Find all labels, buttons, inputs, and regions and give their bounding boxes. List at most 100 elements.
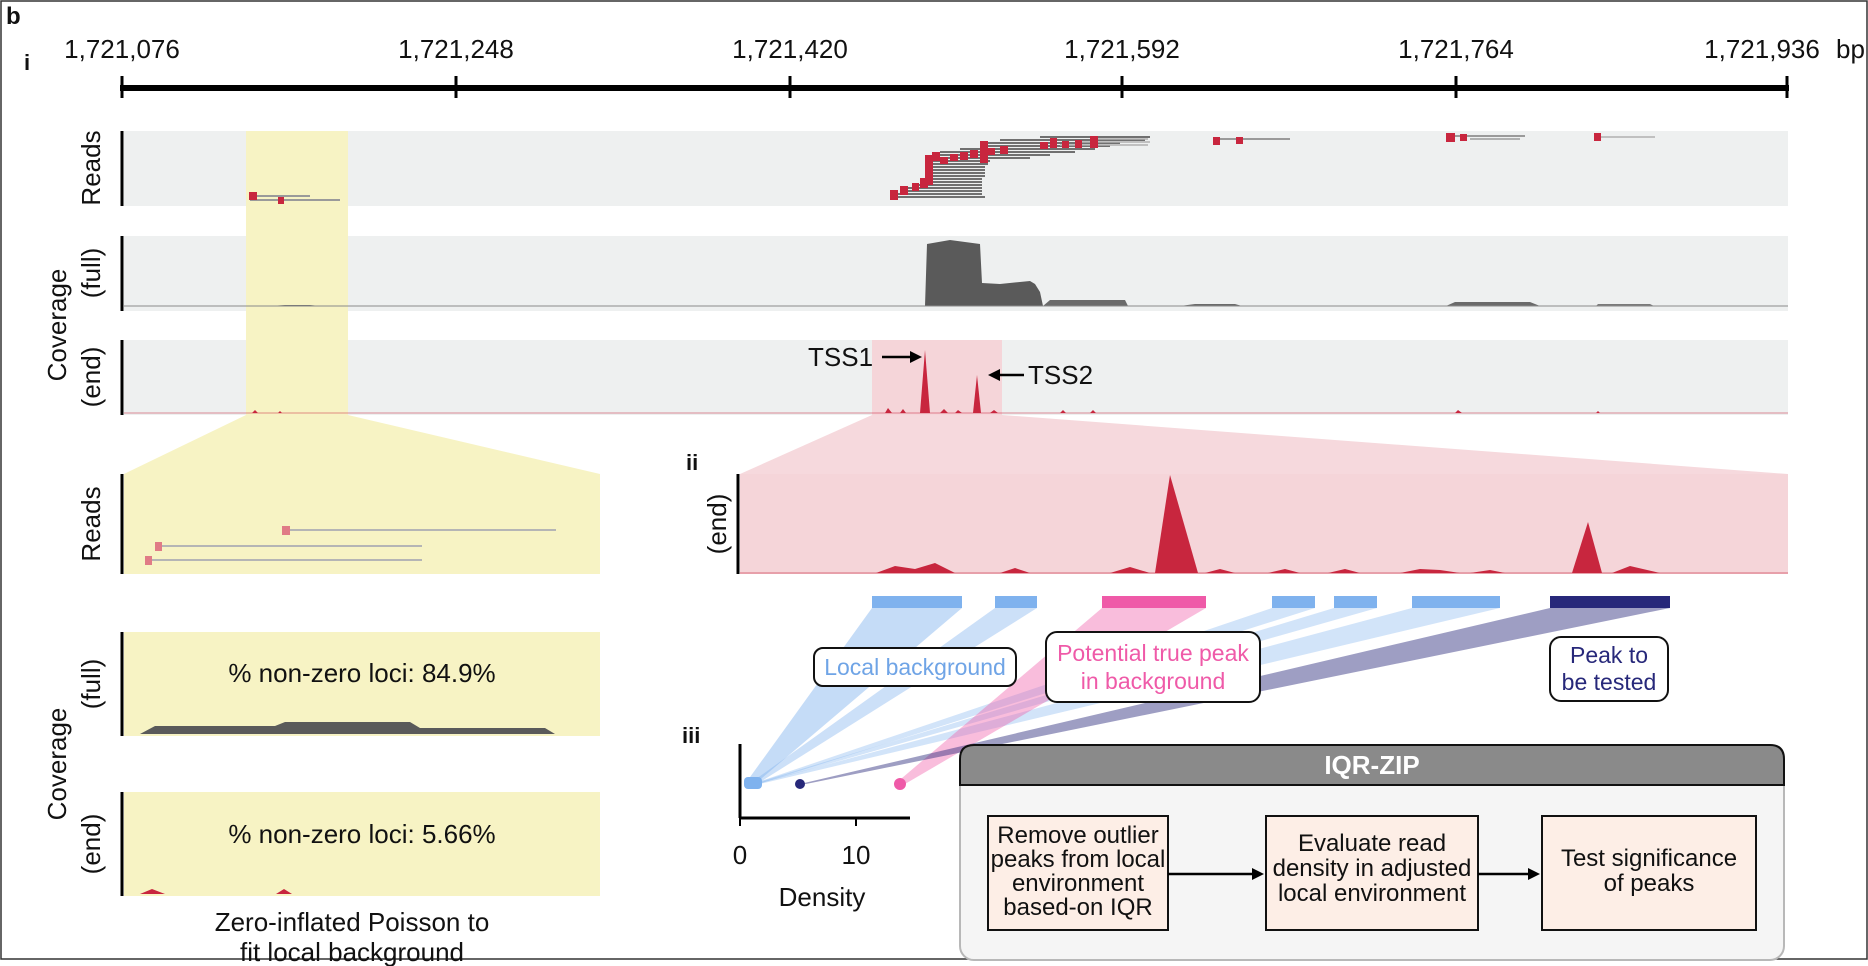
zip-caption-line1: Zero-inflated Poisson to [215,907,490,937]
sub-panel-i-label: i [24,50,30,75]
nonzero-end-text: % non-zero loci: 5.66% [228,819,495,849]
step2-line: local environment [1278,880,1466,907]
tss2-peak [973,375,981,413]
sub-panel-ii-label: ii [686,450,698,475]
iqr-zip-title: IQR-ZIP [1324,750,1419,780]
window-segments [872,596,1670,608]
zoom-tss-signal [876,475,1660,573]
read-start-mark [155,542,162,551]
read-start-mark [1213,137,1220,145]
potential-peak-text-line2: in background [1081,668,1226,694]
read-start-mark [1236,137,1243,144]
axis-unit-label: bp [1836,34,1865,64]
tss2-arrowhead [988,369,1000,381]
right-zoom-funnel [740,415,1788,474]
left-zoom-funnel [124,415,600,474]
panel-letter-b: b [6,3,21,30]
step-arrowhead [1528,868,1540,880]
axis-tick-label: 1,721,248 [398,34,514,64]
reads-track-label: Reads [76,130,106,205]
tested-peak-density-point [795,779,805,789]
step1-line: environment [1012,870,1144,897]
tss1-zoom-peak [1155,475,1198,573]
step-test-significance [1541,815,1757,931]
step-evaluate-density [1265,815,1479,931]
zoom-tss-end-label: (end) [702,494,732,555]
zoom-coverage-full-signal [140,722,555,734]
tss2-label: TSS2 [1028,360,1093,390]
end-track-label: (end) [76,347,106,408]
read-start-marks [890,136,1098,200]
local-background-window [872,596,962,608]
tss1-arrowhead [910,351,922,363]
zoom-end-label: (end) [76,814,106,875]
zoom-coverage-full-background [124,632,600,736]
zip-caption-line2: fit local background [240,937,464,966]
step1-line: peaks from local [991,846,1166,873]
step3-line: Test significance [1561,845,1737,872]
step2-line: Evaluate read [1298,830,1446,857]
zoom-reads-label: Reads [76,486,106,561]
local-background-callout: Local background [813,647,1017,687]
tss1-peak [920,350,930,413]
tested-peak-text-line1: Peak to [1570,642,1648,668]
tested-peak-text-line2: be tested [1562,669,1657,695]
axis-tick-label: 1,721,936 [1704,34,1820,64]
zoom-coverage-end-signal [140,889,292,894]
potential-peak-text-line1: Potential true peak [1057,640,1249,666]
axis-tick-label: 1,721,764 [1398,34,1514,64]
reads-pileup [249,133,1655,204]
nonzero-full-text: % non-zero loci: 84.9% [228,658,495,688]
local-background-window [1272,596,1315,608]
potential-peak-window [1102,596,1206,608]
zoom-coverage-end-background [124,792,600,896]
axis-tick-label: 1,721,592 [1064,34,1180,64]
read-start-mark [282,526,290,535]
local-background-text: Local background [824,654,1006,680]
tested-peak-callout: Peak to be tested [1549,636,1669,702]
read-start-mark [249,192,257,200]
zoom-coverage-label: Coverage [42,708,72,821]
potential-peak-density-point [894,778,906,790]
step3-line: of peaks [1604,870,1695,897]
coverage-full-signal [124,240,1788,307]
tss1-label: TSS1 [808,342,873,372]
axis-tick-label: 1,721,420 [732,34,848,64]
potential-peak-callout: Potential true peak in background [1045,631,1261,703]
local-background-window [1412,596,1500,608]
step-arrowhead [1252,868,1264,880]
full-track-label: (full) [76,248,106,299]
read-start-mark [1446,133,1455,142]
density-tick-label: 0 [733,840,747,870]
step1-line: based-on IQR [1003,894,1152,921]
tss2-zoom-peak [1572,522,1602,573]
coverage-track-label: Coverage [42,269,72,382]
read-start-mark [145,556,152,565]
step1-line: Remove outlier [997,822,1158,849]
iqr-zip-box: IQR-ZIP Remove outlier peaks from local … [959,744,1785,961]
coverage-end-signal [124,350,1788,414]
density-xlabel: Density [779,882,866,912]
read-start-mark [1460,134,1467,141]
zoom-reads-background [124,474,600,574]
zoom-tss-background [740,474,1788,574]
step2-line: density in adjusted [1273,855,1472,882]
local-background-window [1334,596,1377,608]
read-start-mark [278,197,284,204]
tested-peak-window [1550,596,1670,608]
density-plot: 0 10 Density [733,744,910,912]
zoom-reads [145,526,556,565]
local-background-window [995,596,1037,608]
density-tick-label: 10 [842,840,871,870]
tss-region-highlight [872,340,1002,415]
genome-axis: 1,721,076 1,721,248 1,721,420 1,721,592 … [64,34,1865,98]
background-region-highlight [246,131,348,415]
read-start-mark [1594,133,1601,141]
iqr-zip-header [959,744,1785,786]
axis-tick-label: 1,721,076 [64,34,180,64]
zoom-full-label: (full) [76,659,106,710]
sub-panel-iii-label: iii [682,723,700,748]
